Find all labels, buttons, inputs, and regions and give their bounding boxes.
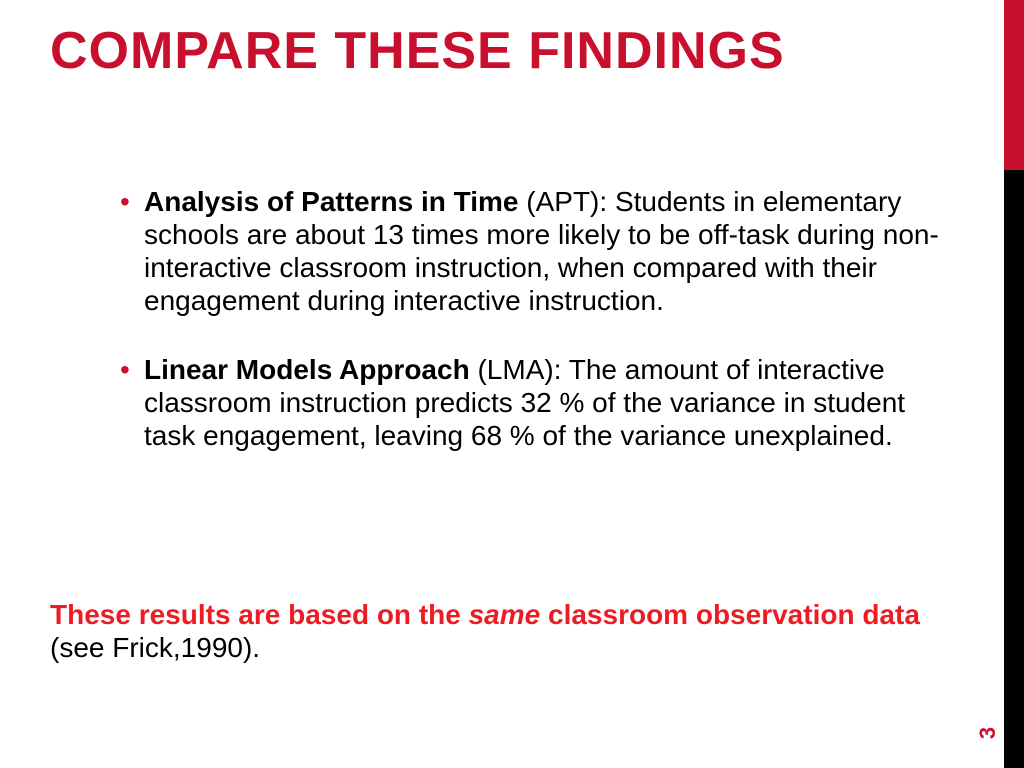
slide-title: COMPARE THESE FINDINGS bbox=[50, 24, 964, 79]
bullet-lead: Linear Models Approach bbox=[144, 354, 470, 385]
slide: COMPARE THESE FINDINGS Analysis of Patte… bbox=[0, 0, 1024, 768]
footnote: These results are based on the same clas… bbox=[50, 598, 944, 664]
bullet-list: Analysis of Patterns in Time (APT): Stud… bbox=[50, 185, 944, 452]
bullet-lead: Analysis of Patterns in Time bbox=[144, 186, 519, 217]
footnote-text: These results are based on the bbox=[50, 599, 469, 630]
page-number: 3 bbox=[975, 727, 1001, 739]
footnote-cite: (see Frick,1990). bbox=[50, 632, 260, 663]
footnote-emph: same bbox=[469, 599, 541, 630]
body-area: Analysis of Patterns in Time (APT): Stud… bbox=[50, 185, 944, 488]
bullet-item: Analysis of Patterns in Time (APT): Stud… bbox=[120, 185, 944, 317]
bullet-item: Linear Models Approach (LMA): The amount… bbox=[120, 353, 944, 452]
footnote-text: classroom observation data bbox=[540, 599, 920, 630]
side-stripe-black bbox=[1004, 170, 1024, 768]
side-stripe-red bbox=[1004, 0, 1024, 170]
